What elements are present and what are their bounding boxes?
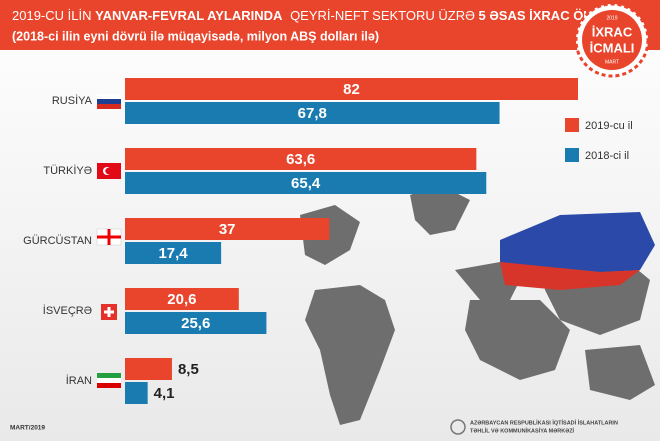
category-label: GÜRCÜSTAN xyxy=(23,235,92,247)
flag-iran xyxy=(97,373,121,388)
value-label: 82 xyxy=(343,81,360,98)
bar xyxy=(125,242,222,264)
value-label: 4,1 xyxy=(154,385,175,402)
footer-date: MART/2019 xyxy=(10,425,45,432)
category-label: RUSİYA xyxy=(52,94,93,107)
bar xyxy=(125,218,330,240)
category-label: İRAN xyxy=(66,374,92,387)
bar xyxy=(125,312,267,334)
legend-label: 2018-ci il xyxy=(585,150,629,162)
footer-org: AZƏRBAYCAN RESPUBLİKASI İQTİSADİ İSLAHAT… xyxy=(470,419,618,426)
badge-month: MART xyxy=(605,59,619,65)
value-label: 20,6 xyxy=(167,291,196,308)
title-part: 2019-CU İLİN xyxy=(12,8,91,23)
value-label: 65,4 xyxy=(291,175,321,192)
value-label: 8,5 xyxy=(178,361,199,378)
header-band xyxy=(0,0,660,50)
badge-text: İXRAC xyxy=(592,24,633,39)
bar xyxy=(125,382,148,404)
map-russia-red xyxy=(500,262,640,290)
legend-label: 2019-cu il xyxy=(585,120,633,132)
badge-year: 2019 xyxy=(606,15,617,21)
badge: 2019 İXRAC İCMALI MART xyxy=(574,2,650,78)
flag-russia xyxy=(97,94,121,109)
map-russia xyxy=(500,212,655,272)
bar xyxy=(125,148,477,170)
value-label: 17,4 xyxy=(158,245,188,262)
badge-text: İCMALI xyxy=(590,40,635,55)
title-part: QEYRİ-NEFT SEKTORU ÜZRƏ xyxy=(290,8,475,23)
legend-swatch xyxy=(565,118,579,132)
value-label: 25,6 xyxy=(181,315,210,332)
subtitle: (2018-ci ilin eyni dövrü ilə müqayisədə,… xyxy=(12,29,379,43)
value-label: 63,6 xyxy=(286,151,315,168)
title: 2019-CU İLİN YANVAR-FEVRAL AYLARINDA QEY… xyxy=(12,8,622,23)
flags xyxy=(96,94,122,388)
flag-georgia xyxy=(96,228,122,246)
bar xyxy=(125,358,172,380)
category-label: TÜRKİYƏ xyxy=(43,164,92,177)
legend-swatch xyxy=(565,148,579,162)
bar xyxy=(125,78,578,100)
flag-turkey xyxy=(97,163,121,179)
emblem xyxy=(450,419,466,435)
category-label: İSVEÇRƏ xyxy=(43,304,92,317)
title-part: YANVAR-FEVRAL AYLARINDA xyxy=(95,8,283,23)
badge-core xyxy=(582,10,642,70)
value-label: 37 xyxy=(219,221,236,238)
value-label: 67,8 xyxy=(298,105,327,122)
footer-org: TƏHLİL VƏ KOMMUNİKASİYA MƏRKƏZİ xyxy=(470,427,575,434)
bar xyxy=(125,288,239,310)
flag-switzerland xyxy=(101,304,117,320)
bar xyxy=(125,172,487,194)
bar xyxy=(125,102,500,124)
